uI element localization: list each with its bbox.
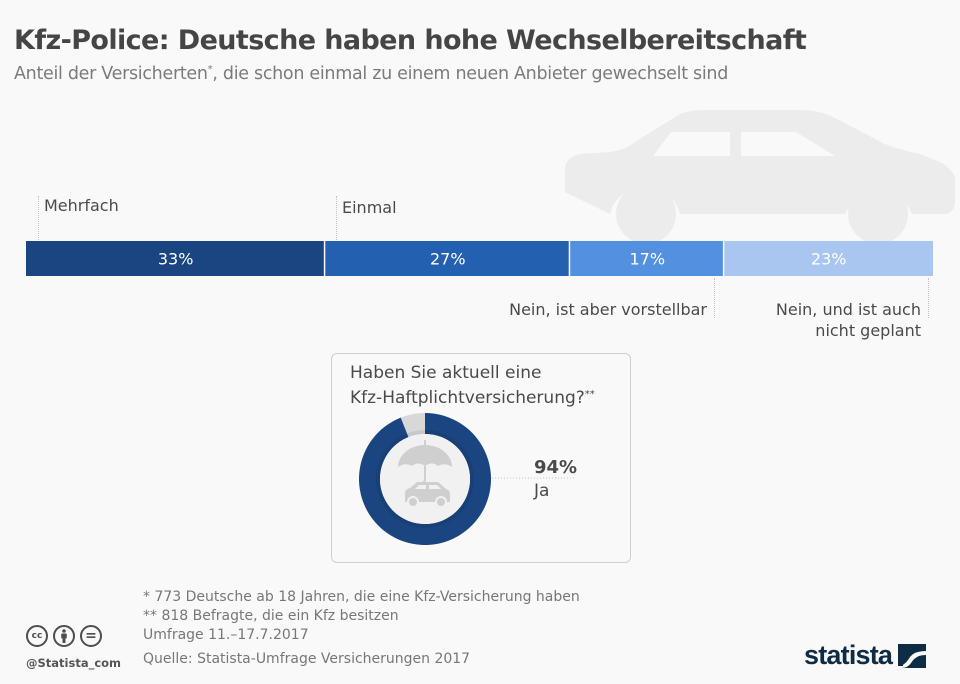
donut-value-label: 94% <box>534 457 578 478</box>
card-question: Haben Sie aktuell eine Kfz-Haftplichtver… <box>350 362 595 409</box>
footnote-marker: * <box>207 64 213 75</box>
label-nein-vorstellbar: Nein, ist aber vorstellbar <box>509 300 707 319</box>
umbrella-car-icon <box>398 440 452 508</box>
label-nein-geplant-line2: nicht geplant <box>815 321 921 340</box>
bar-segment-2 <box>325 241 569 276</box>
twitter-handle[interactable]: @Statista_com <box>26 656 122 670</box>
cc-icon[interactable]: cc <box>26 625 48 647</box>
donut-slice-nein <box>400 413 425 438</box>
leader-line-nein-vorstellbar <box>714 278 715 318</box>
leader-line-einmal <box>336 196 337 240</box>
card-question-line2-wrap: Kfz-Haftplichtversicherung?** <box>350 384 595 409</box>
license-icons: cc = <box>26 625 102 647</box>
bar-segment-4 <box>724 241 933 276</box>
label-mehrfach: Mehrfach <box>44 196 119 215</box>
label-nein-geplant-line1: Nein, und ist auch <box>775 300 921 319</box>
footnote-1: * 773 Deutsche ab 18 Jahren, die eine Kf… <box>143 589 580 605</box>
bar-value-label-2: 27% <box>430 250 466 269</box>
statista-wordmark: statista <box>804 640 893 670</box>
footnote-2: ** 818 Befragte, die ein Kfz besitzen <box>143 608 399 624</box>
source-note: Quelle: Statista-Umfrage Versicherungen … <box>143 651 471 667</box>
no-derivatives-icon[interactable]: = <box>80 625 102 647</box>
bar-value-label-4: 23% <box>811 250 847 269</box>
bar-value-label-1: 33% <box>158 250 194 269</box>
bar-segment-3 <box>570 241 723 276</box>
donut-category-label: Ja <box>534 481 550 501</box>
chart-subtitle: Anteil der Versicherten*, die schon einm… <box>14 64 728 84</box>
leader-line-nein-geplant <box>928 278 929 318</box>
footnote-marker-2: ** <box>584 389 595 400</box>
statista-logo-icon <box>898 643 927 668</box>
bar-value-label-3: 17% <box>630 250 666 269</box>
leader-line-mehrfach <box>38 196 39 240</box>
chart-title: Kfz-Police: Deutsche haben hohe Wechselb… <box>14 25 807 56</box>
subtitle-text-rest: , die schon einmal zu einem neuen Anbiet… <box>212 64 729 84</box>
donut-slice-ja <box>359 412 492 545</box>
attribution-icon[interactable] <box>53 625 75 647</box>
card-question-line1: Haben Sie aktuell eine <box>350 363 542 383</box>
bar-segment-1 <box>26 241 324 276</box>
car-illustration-icon <box>565 110 955 244</box>
donut-inner-ring <box>376 430 474 528</box>
statista-logo[interactable]: statista <box>804 640 927 671</box>
survey-date: Umfrage 11.–17.7.2017 <box>143 627 309 643</box>
card-question-line2: Kfz-Haftplichtversicherung? <box>350 388 585 408</box>
label-einmal: Einmal <box>342 198 397 217</box>
subtitle-text: Anteil der Versicherten <box>14 64 208 84</box>
